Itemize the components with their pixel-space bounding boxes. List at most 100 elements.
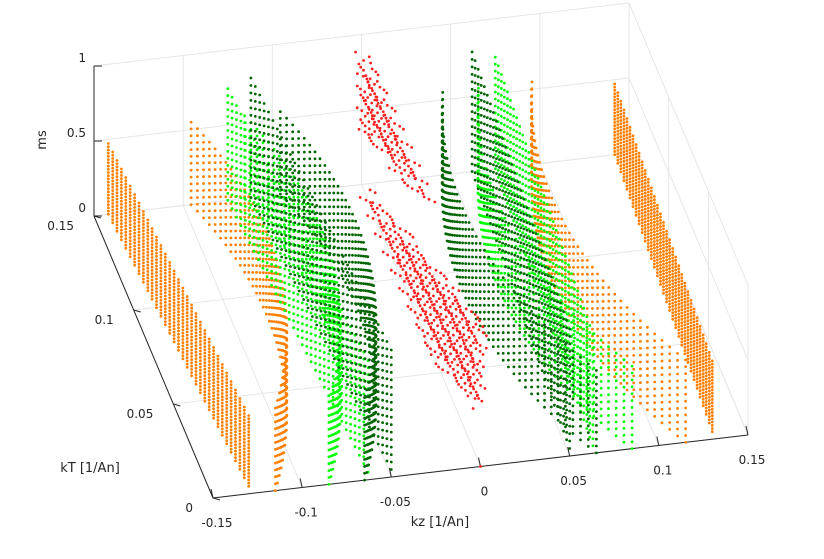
data-point [588, 414, 592, 418]
data-point [155, 287, 158, 290]
data-point [653, 243, 656, 247]
data-point [582, 376, 586, 380]
data-point [239, 147, 243, 151]
data-point [542, 243, 546, 246]
data-point [493, 153, 497, 157]
data-point [146, 254, 150, 257]
data-point [686, 328, 690, 332]
data-point [628, 196, 632, 200]
data-point [137, 249, 141, 253]
data-point [142, 232, 145, 236]
data-point [585, 373, 589, 377]
data-point [548, 246, 552, 250]
data-point [220, 408, 224, 411]
data-point [287, 269, 291, 272]
data-point [185, 317, 189, 321]
data-point [230, 116, 234, 120]
data-point [559, 381, 563, 385]
data-point [185, 343, 189, 347]
data-point [659, 276, 662, 280]
data-point [686, 351, 690, 355]
data-point [616, 94, 620, 98]
data-point [336, 355, 339, 359]
data-point [124, 224, 128, 228]
data-point [554, 249, 558, 253]
data-point [622, 169, 626, 173]
data-point [701, 375, 705, 379]
data-point [601, 348, 605, 351]
data-point [225, 394, 229, 397]
data-point [334, 452, 338, 456]
data-point [653, 394, 656, 398]
data-point [239, 168, 243, 172]
data-point [142, 235, 145, 239]
data-point [656, 274, 659, 278]
data-point [500, 237, 503, 241]
floor-grid-line [450, 173, 571, 457]
data-point [283, 281, 287, 285]
data-point [707, 386, 711, 390]
data-point [265, 261, 269, 265]
data-point [671, 311, 675, 315]
data-point [576, 245, 580, 249]
data-point [634, 207, 638, 211]
data-point [660, 359, 664, 363]
data-point [150, 281, 154, 285]
data-point [588, 421, 592, 425]
data-point [235, 118, 238, 121]
data-point [249, 148, 253, 152]
data-point [207, 402, 211, 405]
data-point [494, 244, 497, 247]
data-point [619, 368, 623, 371]
data-point [304, 271, 308, 275]
data-point [163, 310, 167, 314]
data-point [551, 255, 555, 258]
data-point [634, 213, 638, 217]
data-point [665, 232, 668, 236]
data-point [662, 282, 665, 285]
data-point [247, 250, 251, 254]
data-point [653, 408, 656, 411]
data-point [229, 450, 233, 454]
data-point [277, 348, 280, 352]
data-point [296, 293, 300, 296]
data-point [261, 238, 265, 242]
data-point [683, 326, 687, 330]
data-point [111, 215, 115, 218]
data-point [704, 384, 708, 387]
data-point [225, 439, 229, 442]
data-point [632, 340, 636, 344]
data-point [194, 363, 198, 367]
data-point [619, 327, 623, 330]
data-point [506, 139, 509, 143]
data-point [146, 283, 150, 286]
data-point [506, 278, 510, 282]
data-point [668, 276, 671, 280]
data-point [599, 393, 603, 397]
data-point [591, 374, 595, 378]
data-point [235, 187, 238, 191]
data-point [229, 389, 233, 393]
data-point [572, 265, 575, 269]
data-point [331, 467, 335, 471]
data-point [124, 192, 128, 196]
data-point [686, 341, 690, 345]
data-point [591, 313, 594, 317]
data-point [613, 111, 617, 115]
data-point [243, 170, 247, 173]
data-point [224, 236, 228, 240]
data-point [146, 221, 150, 225]
data-point [128, 213, 132, 217]
data-point [639, 388, 642, 391]
data-point [689, 331, 693, 334]
data-point [512, 219, 515, 223]
data-point [585, 293, 589, 297]
data-point [111, 192, 115, 196]
data-point [199, 330, 202, 334]
data-point [553, 361, 557, 364]
data-point [185, 301, 189, 305]
data-point [321, 313, 325, 317]
data-point [213, 223, 217, 226]
data-point [683, 284, 687, 288]
data-point [270, 313, 274, 316]
